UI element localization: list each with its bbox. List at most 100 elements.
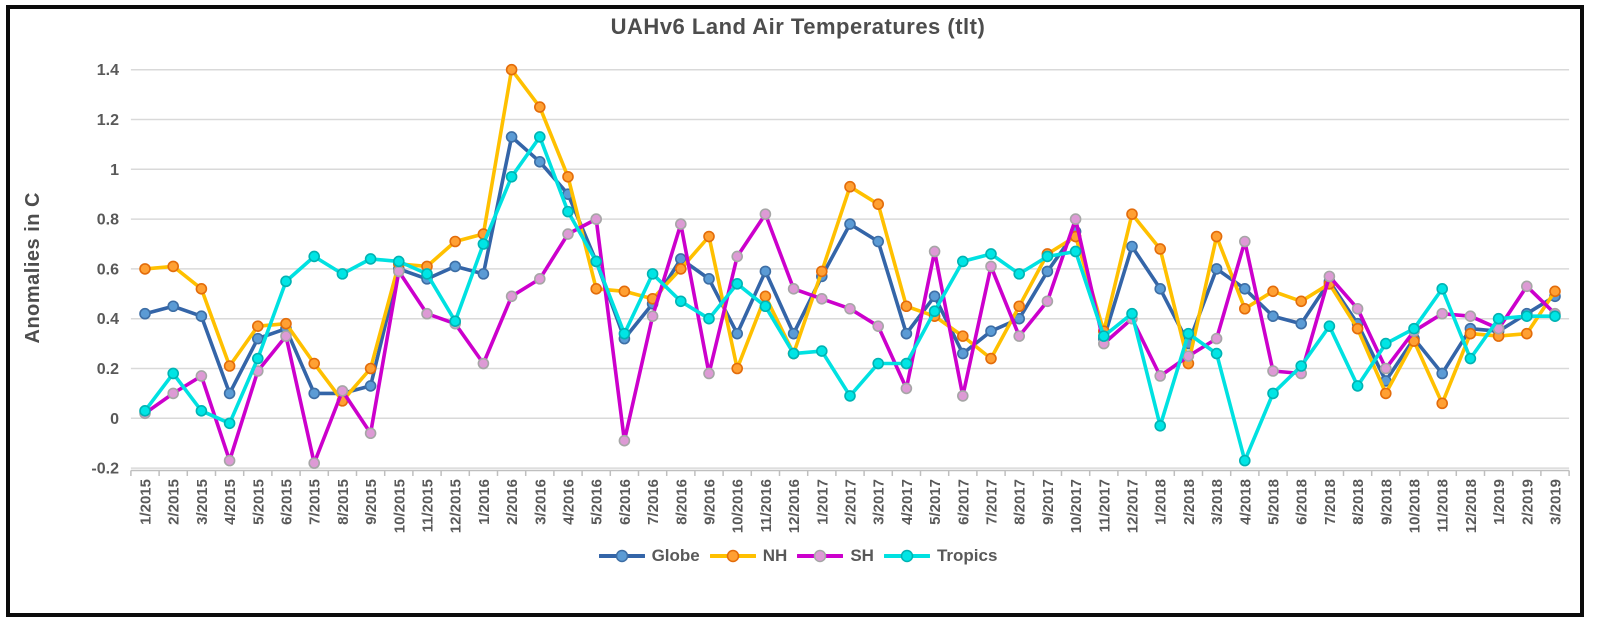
legend-swatch-icon <box>709 549 756 563</box>
data-point-marker <box>618 434 631 447</box>
x-tick-label: 8/2017 <box>1012 479 1029 525</box>
data-point-marker <box>815 345 828 357</box>
data-point-marker <box>844 180 856 193</box>
data-point-marker <box>985 352 997 365</box>
y-tick-label: 0 <box>110 411 119 428</box>
legend-label: NH <box>762 546 788 565</box>
data-point-marker <box>1154 243 1166 255</box>
data-point-marker <box>1380 387 1392 400</box>
data-point-marker <box>308 457 321 469</box>
x-tick-label: 6/2018 <box>1294 479 1311 525</box>
x-tick-label: 1/2019 <box>1491 479 1508 525</box>
data-point-marker <box>167 387 179 400</box>
data-point-marker <box>787 327 800 340</box>
data-point-marker <box>674 218 687 230</box>
data-point-marker <box>533 273 546 285</box>
y-tick-label: 0.2 <box>97 361 119 378</box>
legend-item-tropics: Tropics <box>883 546 997 566</box>
data-point-marker <box>223 417 236 430</box>
data-point-marker <box>1013 268 1026 280</box>
data-point-marker <box>1351 380 1364 392</box>
data-point-marker <box>731 327 744 340</box>
data-point-marker <box>1126 240 1138 253</box>
legend-swatch-icon <box>797 549 844 563</box>
x-tick-label: 3/2017 <box>871 479 888 525</box>
data-point-marker <box>1239 302 1251 315</box>
data-point-marker <box>731 362 744 375</box>
data-point-marker <box>449 260 462 273</box>
data-point-marker <box>364 380 377 392</box>
legend-label: Globe <box>651 546 700 565</box>
x-tick-label: 8/2016 <box>673 479 690 525</box>
data-point-marker <box>505 290 518 303</box>
data-point-marker <box>900 357 913 370</box>
data-point-marker <box>815 265 828 278</box>
data-point-marker <box>985 325 997 337</box>
x-tick-label: 1/2016 <box>476 479 493 525</box>
data-point-marker <box>956 330 969 342</box>
x-tick-label: 1/2017 <box>814 479 831 525</box>
x-tick-label: 5/2018 <box>1266 479 1283 525</box>
legend-item-sh: SH <box>797 546 874 566</box>
x-tick-label: 5/2015 <box>250 479 267 525</box>
data-point-marker <box>1351 302 1364 315</box>
data-point-marker <box>167 260 179 273</box>
data-point-marker <box>1210 332 1223 345</box>
data-point-marker <box>1013 330 1026 342</box>
data-point-marker <box>505 63 518 76</box>
data-point-marker <box>251 352 264 365</box>
data-point-marker <box>985 248 997 260</box>
x-tick-label: 4/2016 <box>561 479 578 525</box>
data-point-marker <box>1380 362 1392 375</box>
data-point-marker <box>844 390 856 402</box>
legend: Globe NH SH Tropics <box>6 546 1590 566</box>
data-point-marker <box>590 283 603 295</box>
data-point-marker <box>956 347 969 360</box>
legend-item-globe: Globe <box>598 546 700 566</box>
data-point-marker <box>533 156 546 168</box>
x-tick-label: 10/2018 <box>1407 479 1424 533</box>
data-point-marker <box>618 327 631 340</box>
data-point-marker <box>1239 283 1251 295</box>
data-point-marker <box>364 427 377 440</box>
data-point-marker <box>1154 370 1166 382</box>
x-tick-label: 10/2016 <box>730 479 747 533</box>
x-tick-label: 7/2015 <box>307 479 324 525</box>
x-tick-label: 11/2015 <box>420 479 437 532</box>
data-point-marker <box>280 275 292 288</box>
data-point-marker <box>618 285 631 298</box>
x-tick-label: 9/2015 <box>363 479 380 525</box>
data-point-marker <box>956 390 969 402</box>
x-axis <box>130 469 1570 476</box>
x-tick-label: 2/2019 <box>1519 479 1536 525</box>
x-tick-label: 5/2017 <box>927 479 944 525</box>
data-point-marker <box>1521 280 1533 293</box>
data-point-marker <box>759 265 772 278</box>
y-tick-label: 0.8 <box>97 212 119 229</box>
data-point-marker <box>844 302 856 315</box>
data-point-marker <box>787 283 800 295</box>
data-point-marker <box>956 255 969 268</box>
data-point-marker <box>1210 263 1223 275</box>
y-tick-label: 1.2 <box>97 112 119 129</box>
x-tick-label: 7/2016 <box>645 479 662 525</box>
data-point-marker <box>449 235 462 248</box>
legend-label: SH <box>850 546 874 565</box>
x-tick-label: 2/2015 <box>166 479 183 525</box>
x-tick-label: 2/2017 <box>843 479 860 525</box>
data-point-marker <box>195 405 208 417</box>
data-point-marker <box>703 312 715 325</box>
data-point-marker <box>1267 365 1279 377</box>
data-point-marker <box>505 131 518 143</box>
data-point-marker <box>844 218 856 230</box>
data-point-marker <box>1267 387 1279 400</box>
x-tick-label: 12/2017 <box>1125 479 1142 533</box>
data-point-marker <box>1436 307 1448 320</box>
series-line <box>143 212 1557 465</box>
data-point-marker <box>1295 360 1307 372</box>
data-point-marker <box>223 454 236 467</box>
data-point-marker <box>1041 250 1054 263</box>
data-point-marker <box>1239 454 1251 467</box>
x-tick-label: 12/2018 <box>1463 479 1480 533</box>
data-point-marker <box>1464 310 1477 323</box>
